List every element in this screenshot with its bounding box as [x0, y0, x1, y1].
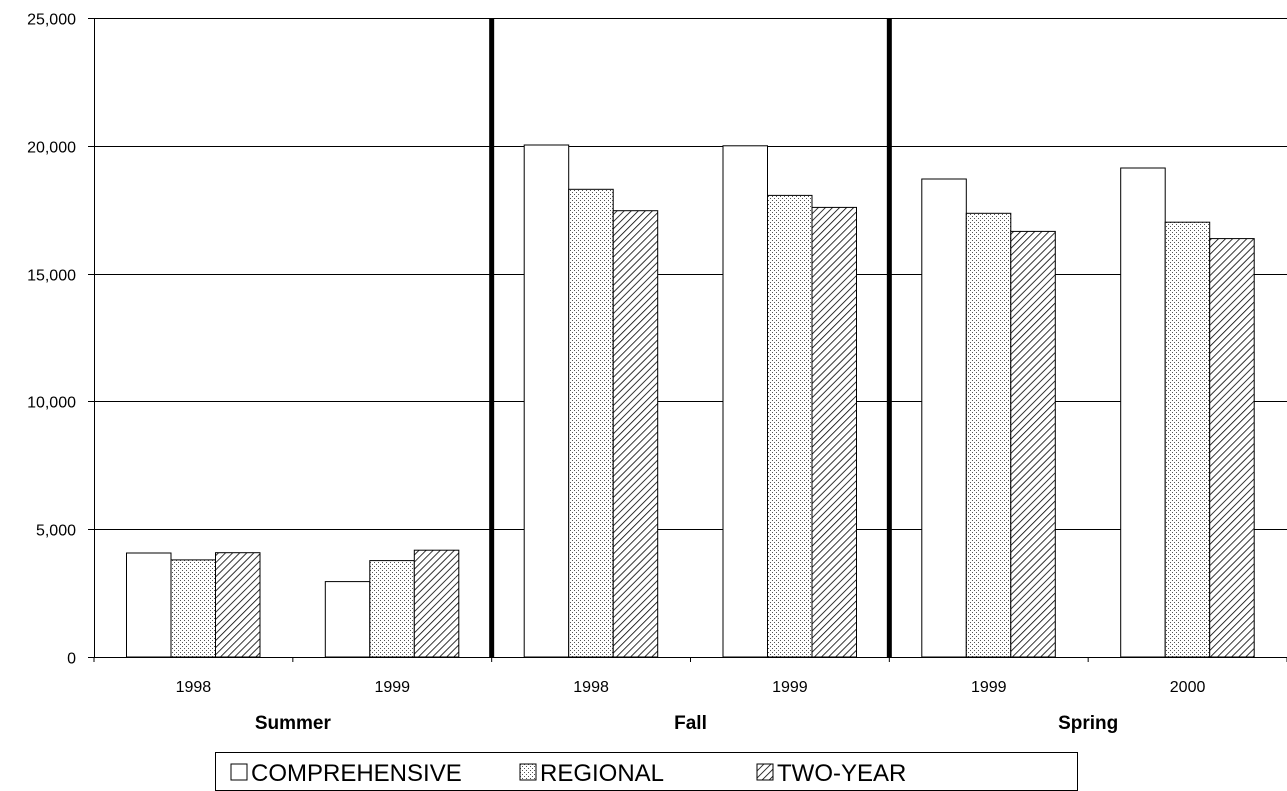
- bar-regional: [1164, 221, 1211, 658]
- legend-label: REGIONAL: [540, 760, 664, 787]
- bar-comprehensive: [722, 145, 768, 658]
- legend: COMPREHENSIVE REGIONAL TWO-YEAR: [215, 752, 1078, 791]
- bar-comprehensive: [324, 581, 371, 658]
- y-tick-label: 10,000: [27, 395, 76, 412]
- axes: [88, 18, 1287, 662]
- bar-regional: [568, 188, 614, 658]
- group-label: Spring: [1058, 713, 1118, 734]
- x-category-label: 1998: [176, 679, 212, 696]
- y-tick-label: 20,000: [27, 140, 76, 157]
- bar-two-year: [811, 206, 857, 658]
- bar-regional: [170, 559, 216, 658]
- bar-regional: [965, 212, 1012, 658]
- legend-box: [215, 752, 1078, 791]
- bar-regional: [369, 560, 415, 658]
- y-tick-label: 15,000: [27, 268, 76, 285]
- bar-two-year: [215, 552, 261, 658]
- y-tick-label: 5,000: [36, 523, 76, 540]
- x-category-label: 1999: [374, 679, 410, 696]
- group-label: Fall: [674, 713, 707, 734]
- gridlines: [94, 18, 1287, 530]
- axis-labels: 0 5,000 10,000 15,000 20,000 25,000 1998 1999 19…: [27, 12, 1205, 735]
- bar-comprehensive: [126, 552, 172, 658]
- legend-swatch-comprehensive: [230, 763, 248, 781]
- x-category-label: 2000: [1170, 679, 1206, 696]
- y-tick-label: 0: [67, 651, 76, 668]
- bar-two-year: [1010, 230, 1056, 658]
- legend-swatch-regional: [519, 763, 537, 781]
- x-category-label: 1998: [573, 679, 609, 696]
- legend-swatch-two-year: [756, 763, 774, 781]
- y-tick-label: 25,000: [27, 12, 76, 29]
- bar-comprehensive: [921, 178, 967, 658]
- bar-two-year: [1209, 238, 1255, 658]
- legend-label: TWO-YEAR: [777, 760, 906, 787]
- bar-two-year: [612, 210, 659, 658]
- x-category-label: 1999: [971, 679, 1007, 696]
- legend-label: COMPREHENSIVE: [251, 760, 462, 787]
- bar-comprehensive: [523, 144, 570, 658]
- x-category-label: 1999: [772, 679, 808, 696]
- bars: [126, 144, 1255, 658]
- bar-regional: [767, 194, 813, 658]
- bar-two-year: [413, 549, 460, 658]
- bar-comprehensive: [1120, 167, 1166, 658]
- group-label: Summer: [255, 713, 332, 734]
